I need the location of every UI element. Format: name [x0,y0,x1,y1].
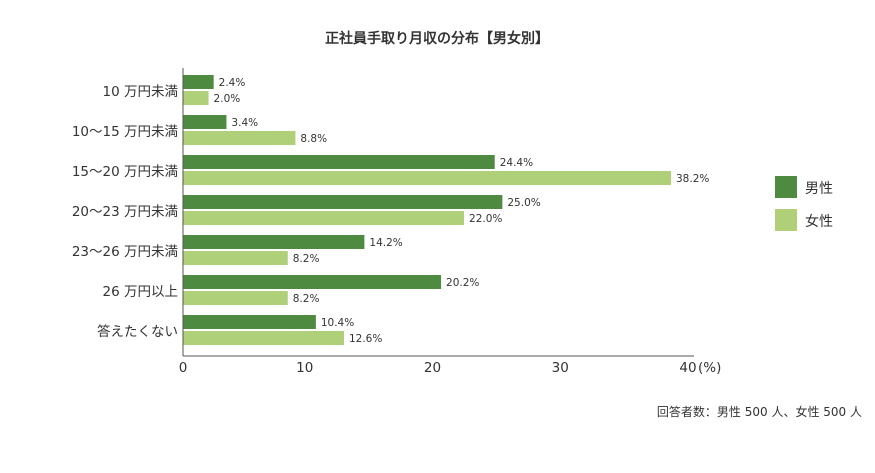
category-label: 26 万円以上 [103,284,178,300]
bar-female [183,91,209,105]
value-label: 3.4% [231,117,258,129]
category-label: 答えたくない [97,323,178,340]
category-label: 23～26 万円未満 [72,244,178,260]
category-label: 15～20 万円未満 [72,164,178,180]
bar-male [183,195,503,209]
value-label: 2.4% [219,77,246,89]
bar-male [183,275,442,289]
bar-male [183,315,316,329]
bar-male [183,115,227,129]
bar-female [183,131,296,145]
bar-female [183,291,288,305]
value-label: 25.0% [507,197,540,209]
category-label: 20～23 万円未満 [72,204,178,220]
value-label: 8.2% [293,253,320,265]
category-label: 10～15 万円未満 [72,124,178,140]
x-tick-label: 20 [424,360,441,376]
bar-female [183,331,344,345]
x-tick-label: 0 [179,360,188,376]
legend-label: 男性 [805,181,833,197]
respondent-note: 回答者数：男性 500 人、女性 500 人 [657,404,862,419]
bar-male [183,235,365,249]
bar-female [183,251,288,265]
legend-swatch [775,176,797,198]
value-label: 2.0% [214,93,241,105]
value-label: 38.2% [676,173,709,185]
value-label: 12.6% [349,333,382,345]
legend-label: 女性 [805,213,833,230]
x-unit-label: (%) [698,360,721,376]
category-label: 10 万円未満 [103,84,178,100]
x-tick-label: 30 [552,360,569,376]
bar-male [183,75,214,89]
x-tick-label: 10 [296,360,313,376]
value-label: 22.0% [469,213,502,225]
value-label: 14.2% [369,237,402,249]
x-tick-label: 40 [679,360,696,376]
legend-swatch [775,209,797,231]
value-label: 20.2% [446,277,479,289]
bar-female [183,211,465,225]
value-label: 8.2% [293,293,320,305]
bar-male [183,155,495,169]
value-label: 24.4% [500,157,533,169]
chart-title: 正社員手取り月収の分布【男女別】 [325,30,549,47]
bar-female [183,171,672,185]
value-label: 8.8% [300,133,327,145]
value-label: 10.4% [321,317,354,329]
